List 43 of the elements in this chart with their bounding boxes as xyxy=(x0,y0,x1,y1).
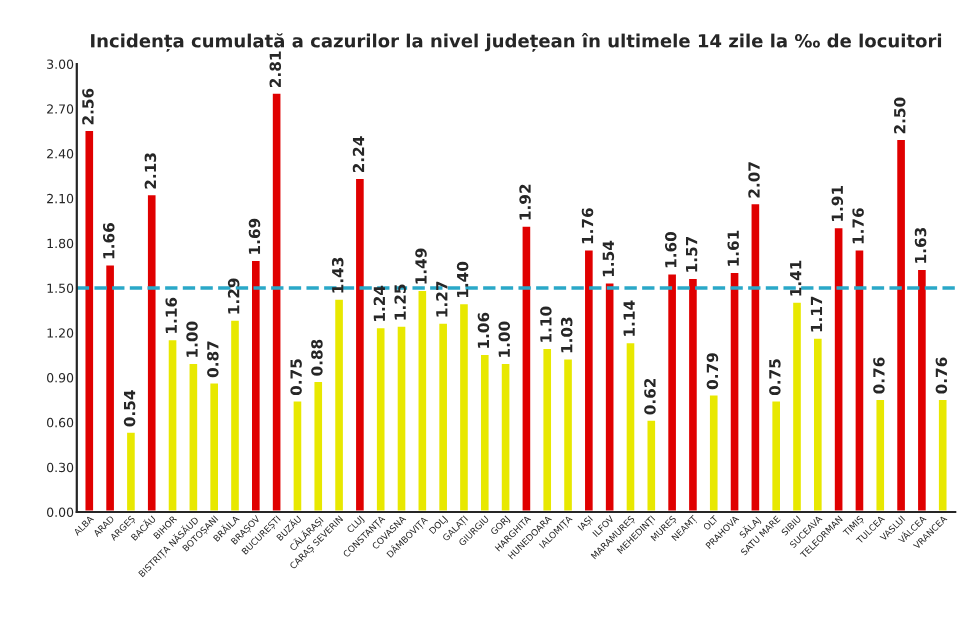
bar xyxy=(852,247,867,512)
bar xyxy=(894,137,908,512)
bar xyxy=(270,90,284,512)
bar xyxy=(582,247,596,512)
bar xyxy=(811,335,825,512)
bar xyxy=(499,361,513,512)
bar xyxy=(748,201,762,512)
bar xyxy=(665,271,679,512)
bar xyxy=(332,297,346,512)
bar xyxy=(207,380,221,512)
bar xyxy=(249,258,263,512)
bar xyxy=(478,352,492,512)
bar xyxy=(415,288,429,512)
bar xyxy=(832,225,846,512)
bar xyxy=(769,398,783,512)
bar xyxy=(82,128,96,512)
bar xyxy=(644,418,658,512)
bar xyxy=(165,337,180,512)
bar xyxy=(519,223,533,512)
bar xyxy=(561,356,575,512)
bar xyxy=(394,323,409,512)
bar xyxy=(145,192,159,512)
bar xyxy=(623,340,638,512)
bar xyxy=(707,392,721,512)
bar xyxy=(290,398,305,512)
bar xyxy=(540,346,554,512)
bar xyxy=(936,397,950,512)
bar xyxy=(228,317,242,512)
bar xyxy=(353,176,367,512)
bar xyxy=(686,276,700,512)
bar xyxy=(374,325,388,512)
bar xyxy=(727,270,742,512)
bar xyxy=(311,379,325,512)
bar xyxy=(103,262,117,512)
bar xyxy=(915,267,929,512)
bar xyxy=(873,397,887,512)
chart-title: Incidența cumulată a cazurilor la nivel județean în ultimele 14 zile la ‰ de locuitori xyxy=(91,32,942,52)
bar xyxy=(124,429,138,512)
bar xyxy=(790,300,804,512)
bar xyxy=(603,280,617,512)
bar xyxy=(457,301,471,512)
bar xyxy=(186,361,200,512)
bar xyxy=(436,320,450,512)
